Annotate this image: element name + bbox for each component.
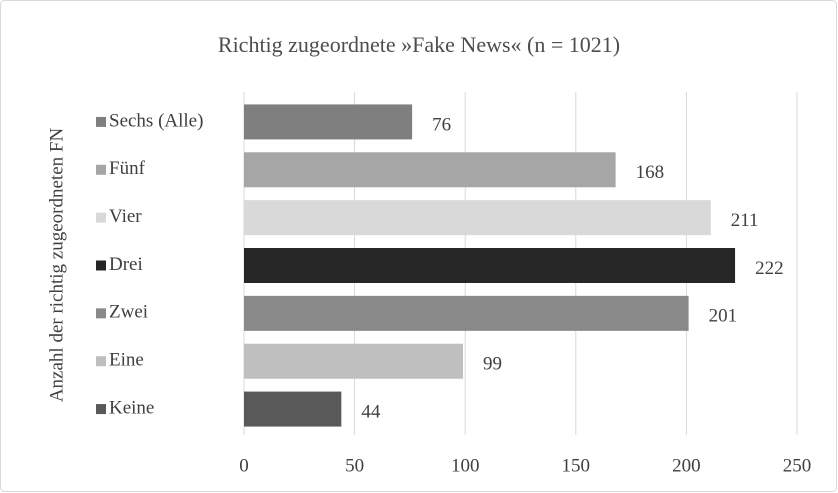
category-swatch — [96, 212, 106, 223]
bar — [244, 391, 342, 427]
x-tick-label: 250 — [783, 455, 812, 476]
y-tick-label: Zwei — [109, 302, 148, 323]
data-label: 168 — [636, 162, 665, 183]
bar — [244, 248, 736, 283]
category-swatch — [96, 356, 106, 367]
data-label: 76 — [432, 114, 451, 135]
data-label: 201 — [709, 306, 738, 327]
y-tick-label: Fünf — [109, 158, 146, 179]
bar — [244, 152, 616, 188]
bar — [244, 200, 711, 236]
y-tick-label: Eine — [109, 350, 144, 371]
category-swatch — [96, 260, 106, 271]
y-axis-label: Anzahl der richtig zugeordneten FN — [46, 128, 67, 403]
data-label: 44 — [361, 401, 381, 422]
chart-title: Richtig zugeordnete »Fake News« (n = 102… — [218, 32, 620, 57]
y-tick-label: Drei — [109, 254, 143, 275]
data-label: 211 — [731, 210, 759, 231]
x-tick-label: 150 — [562, 455, 591, 476]
x-tick-label: 200 — [672, 455, 701, 476]
bar — [244, 295, 689, 331]
category-swatch — [96, 164, 106, 175]
x-tick-label: 100 — [451, 455, 480, 476]
bar — [244, 343, 463, 379]
y-tick-label: Keine — [109, 397, 154, 418]
data-label: 99 — [483, 354, 502, 375]
bar — [244, 104, 413, 140]
y-tick-label: Sechs (Alle) — [109, 110, 203, 131]
y-tick-label: Vier — [109, 206, 142, 227]
category-swatch — [96, 308, 106, 319]
x-tick-label: 0 — [239, 455, 249, 476]
category-swatch — [96, 404, 106, 415]
x-tick-label: 50 — [345, 455, 364, 476]
category-swatch — [96, 116, 106, 127]
data-label: 222 — [755, 258, 784, 279]
